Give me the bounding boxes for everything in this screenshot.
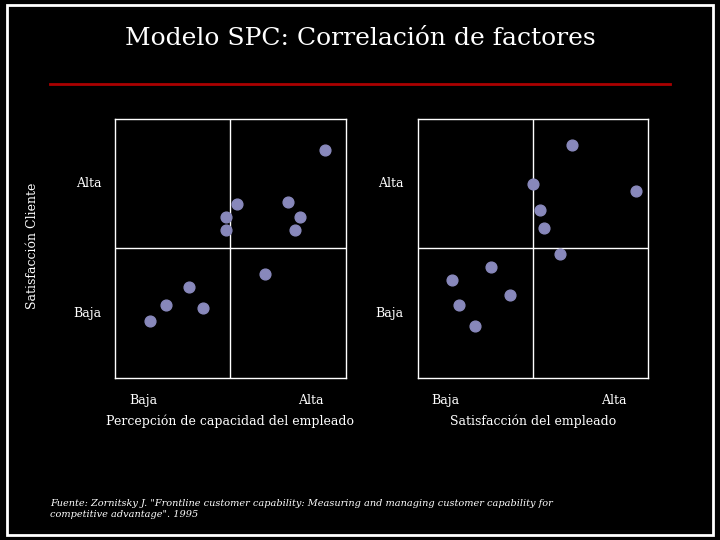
Point (232, 200, 243, 208)
Text: Baja: Baja (129, 394, 157, 407)
Text: Alta: Alta (298, 394, 324, 407)
Point (282, 198, 294, 206)
Point (485, 262, 497, 271)
Point (259, 270, 271, 279)
Point (539, 224, 550, 232)
Point (527, 179, 539, 188)
Point (183, 283, 194, 292)
Text: Baja: Baja (376, 307, 404, 320)
Text: Percepción de capacidad del empleado: Percepción de capacidad del empleado (107, 414, 354, 428)
Text: Satisfacción del empleado: Satisfacción del empleado (450, 414, 616, 428)
Point (144, 316, 156, 325)
Point (220, 213, 232, 221)
Text: Baja: Baja (73, 307, 102, 320)
Text: Satisfacción Cliente: Satisfacción Cliente (26, 183, 39, 309)
Point (504, 291, 516, 299)
Text: Modelo SPC: Correlación de factores: Modelo SPC: Correlación de factores (125, 27, 595, 50)
Point (469, 322, 481, 330)
Point (566, 140, 577, 149)
Point (319, 146, 330, 154)
Text: Alta: Alta (378, 177, 404, 190)
Point (294, 213, 305, 221)
Text: Alta: Alta (600, 394, 626, 407)
Point (534, 205, 546, 214)
Text: Alta: Alta (76, 177, 102, 190)
Text: Fuente: Zornitsky J. "Frontline customer capability: Measuring and managing cust: Fuente: Zornitsky J. "Frontline customer… (50, 500, 553, 519)
Point (160, 301, 171, 310)
Point (631, 187, 642, 195)
Point (446, 275, 458, 284)
Point (289, 226, 301, 234)
Point (197, 303, 209, 312)
Point (454, 301, 465, 310)
Point (220, 226, 232, 234)
Point (554, 249, 566, 258)
Text: Baja: Baja (431, 394, 459, 407)
